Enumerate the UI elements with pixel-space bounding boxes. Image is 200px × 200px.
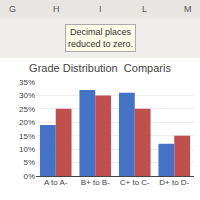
svg-text:5%: 5% <box>23 158 35 167</box>
svg-text:30%: 30% <box>19 91 35 100</box>
svg-text:10%: 10% <box>19 145 35 154</box>
svg-text:G: G <box>9 4 16 14</box>
svg-text:20%: 20% <box>19 118 35 127</box>
svg-text:25%: 25% <box>19 105 35 114</box>
svg-text:L: L <box>142 4 147 14</box>
svg-text:H: H <box>53 4 60 14</box>
svg-text:A to A-: A to A- <box>44 178 68 187</box>
svg-text:I: I <box>99 4 102 14</box>
svg-text:C+ to C-: C+ to C- <box>120 178 150 187</box>
svg-text:Grade Distribution Comparis: Grade Distribution Comparis <box>29 62 171 74</box>
svg-text:Decimal placesreduced to zero.: Decimal placesreduced to zero. <box>68 27 133 49</box>
svg-text:0%: 0% <box>23 172 35 181</box>
svg-text:35%: 35% <box>19 78 35 87</box>
svg-text:15%: 15% <box>19 132 35 141</box>
svg-text:M: M <box>184 4 192 14</box>
svg-text:D+ to D-: D+ to D- <box>159 178 189 187</box>
svg-text:B+ to B-: B+ to B- <box>81 178 110 187</box>
